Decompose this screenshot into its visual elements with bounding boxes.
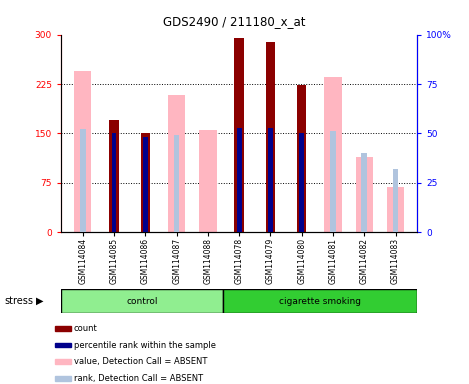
Bar: [80, 129, 86, 232]
Text: count: count: [74, 324, 98, 333]
Bar: [268, 127, 273, 232]
Text: ▶: ▶: [36, 296, 44, 306]
Bar: [143, 137, 148, 232]
Text: rank, Detection Call = ABSENT: rank, Detection Call = ABSENT: [74, 374, 203, 383]
Bar: [234, 38, 244, 232]
Text: control: control: [126, 296, 158, 306]
Bar: [362, 153, 367, 232]
Bar: [112, 134, 116, 232]
Text: GDS2490 / 211180_x_at: GDS2490 / 211180_x_at: [163, 15, 306, 28]
Bar: [174, 136, 180, 232]
Text: cigarette smoking: cigarette smoking: [279, 296, 361, 306]
Bar: [55, 359, 71, 364]
Bar: [266, 43, 275, 232]
Text: stress: stress: [5, 296, 34, 306]
Bar: [74, 71, 91, 232]
Text: value, Detection Call = ABSENT: value, Detection Call = ABSENT: [74, 358, 207, 366]
Bar: [55, 326, 71, 331]
Bar: [168, 95, 185, 232]
Bar: [356, 157, 373, 232]
Bar: [330, 131, 336, 232]
Bar: [61, 289, 223, 313]
Bar: [325, 78, 341, 232]
Bar: [393, 169, 398, 232]
Bar: [237, 127, 242, 232]
Bar: [299, 134, 304, 232]
Bar: [387, 187, 404, 232]
Bar: [223, 289, 417, 313]
Bar: [55, 376, 71, 381]
Text: percentile rank within the sample: percentile rank within the sample: [74, 341, 216, 349]
Bar: [109, 120, 119, 232]
Bar: [199, 130, 217, 232]
Bar: [297, 84, 306, 232]
Bar: [55, 343, 71, 348]
Bar: [141, 134, 150, 232]
